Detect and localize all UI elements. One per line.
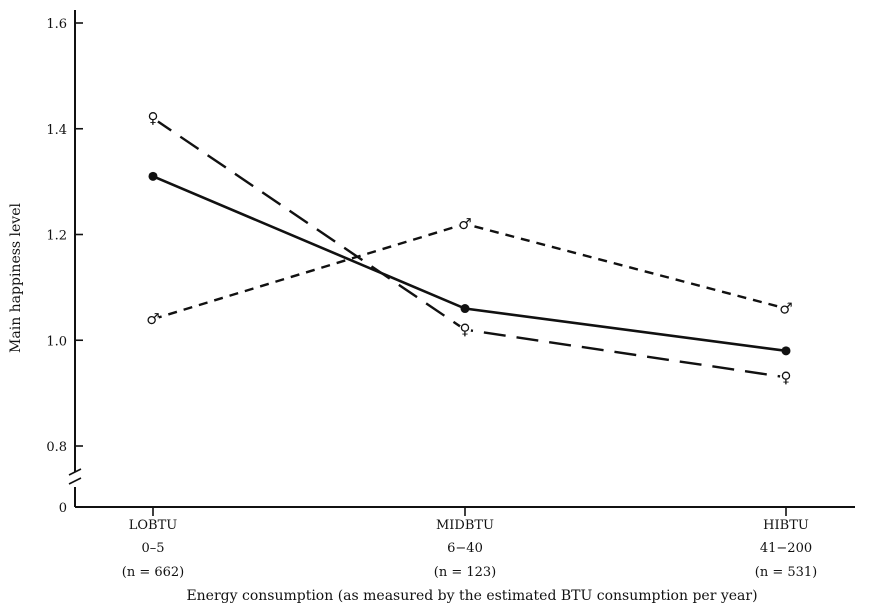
x-category-name: MIDBTU: [436, 518, 494, 533]
y-tick-label: 1.4: [46, 123, 67, 138]
data-point-symbol: ♂: [458, 215, 471, 233]
x-category-n: (n = 662): [122, 565, 185, 580]
data-point: [148, 171, 158, 181]
data-point: [781, 346, 791, 356]
x-category-name: HIBTU: [763, 518, 809, 533]
x-category-range: 41−200: [760, 541, 812, 556]
data-point-symbol: ♂: [779, 300, 792, 318]
y-tick-label: 0: [59, 501, 67, 516]
x-axis-label: Energy consumption (as measured by the e…: [186, 588, 757, 604]
y-tick-label: 1.6: [46, 17, 67, 32]
x-category-n: (n = 123): [434, 565, 497, 580]
axes: 0 0.8 1.0 1.2 1.4 1.6 LOBTU 0–5 (n = 662) MIDBTU 6…: [46, 10, 855, 580]
x-category-range: 6−40: [447, 541, 483, 556]
data-point-backing: [780, 371, 792, 384]
labels: Main happiness level Energy consumption …: [8, 203, 758, 604]
y-tick-label: 0.8: [46, 440, 67, 455]
series-group: ♀ ♀ ♀ ♂ ♂ ♂: [146, 109, 792, 386]
data-point-backing: [147, 313, 159, 326]
data-point-symbol: ♂: [146, 310, 159, 328]
data-point-symbol: ♀: [781, 368, 792, 386]
axis-break-mark: [68, 468, 82, 485]
data-point: [460, 304, 470, 314]
data-point-symbol: ♀: [460, 321, 471, 339]
x-category-range: 0–5: [141, 541, 164, 556]
x-category-n: (n = 531): [755, 565, 818, 580]
data-point-symbol: ♀: [148, 109, 159, 127]
y-tick-label: 1.0: [46, 334, 67, 349]
y-tick-label: 1.2: [46, 229, 67, 244]
data-point-backing: [459, 217, 471, 230]
y-axis-label: Main happiness level: [8, 203, 24, 353]
series-line-3: [152, 222, 787, 321]
x-category-name: LOBTU: [129, 518, 178, 533]
data-point-backing: [780, 302, 792, 315]
data-point-backing: [459, 323, 471, 336]
data-point-backing: [147, 112, 159, 125]
